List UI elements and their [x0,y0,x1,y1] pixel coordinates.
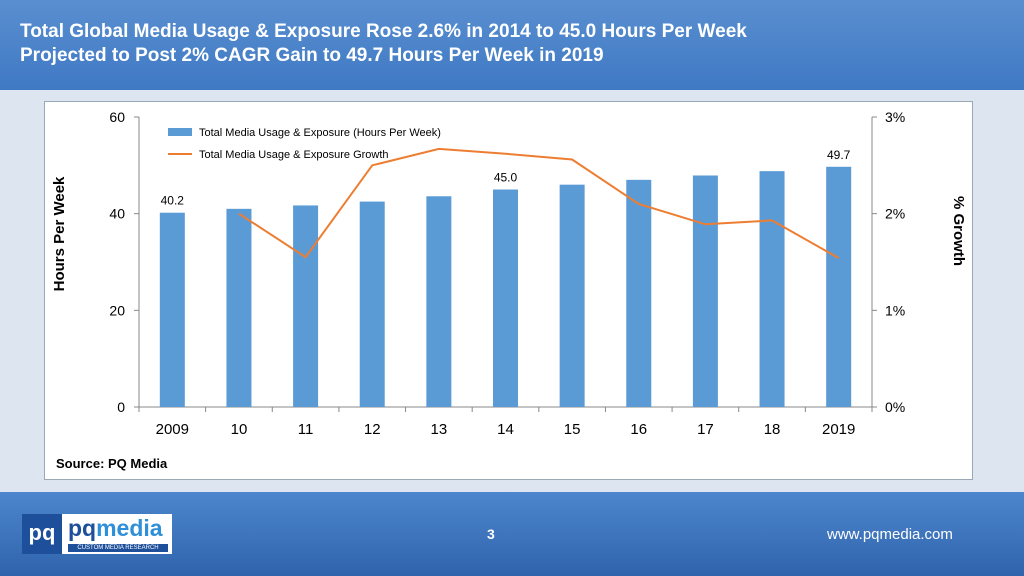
slide-title: Total Global Media Usage & Exposure Rose… [20,20,747,68]
right-tick-label: 0% [885,399,905,415]
legend-label-bars: Total Media Usage & Exposure (Hours Per … [199,127,441,139]
bar [159,212,185,407]
x-tick-label: 16 [630,421,647,438]
logo-tagline: CUSTOM MEDIA RESEARCH [68,544,168,552]
logo-mark: pq [22,514,62,554]
source-note: Source: PQ Media [56,456,168,471]
legend-label-line: Total Media Usage & Exposure Growth [199,149,389,161]
bar [493,189,518,407]
y-axis-title: Hours Per Week [51,176,68,291]
x-tick-label: 14 [497,421,514,438]
x-tick-label: 2019 [822,421,855,438]
right-tick-label: 1% [885,302,905,318]
title-bar: Total Global Media Usage & Exposure Rose… [0,0,1024,90]
right-tick-label: 3% [885,109,905,125]
bar [359,201,385,407]
x-tick-label: 17 [697,421,714,438]
left-tick-label: 0 [117,399,125,415]
bar [626,179,652,407]
x-tick-label: 12 [364,421,381,438]
page-number: 3 [487,526,495,542]
bar [293,205,319,407]
bar [759,171,785,407]
x-tick-label: 10 [231,421,248,438]
title-line-2: Projected to Post 2% CAGR Gain to 49.7 H… [20,45,604,66]
data-label: 49.7 [827,148,851,162]
x-tick-label: 18 [764,421,781,438]
left-tick-label: 40 [109,206,125,222]
data-label: 45.0 [494,171,518,185]
left-tick-label: 60 [109,109,125,125]
left-tick-label: 20 [109,302,125,318]
y2-axis-title: % Growth [950,196,967,266]
data-label: 40.2 [161,194,185,208]
bar [559,184,585,407]
x-tick-label: 13 [431,421,448,438]
legend-swatch-bars [168,128,192,136]
x-tick-label: 15 [564,421,581,438]
website-link[interactable]: www.pqmedia.com [827,526,953,543]
title-line-1: Total Global Media Usage & Exposure Rose… [20,21,747,42]
x-tick-label: 11 [298,421,314,438]
bar [826,166,852,407]
right-tick-label: 2% [885,206,905,222]
logo-wordmark: pqmedia [68,515,163,541]
x-tick-label: 2009 [156,421,189,438]
bar [692,175,718,407]
pqmedia-logo: pq pqmedia CUSTOM MEDIA RESEARCH [22,514,172,554]
bar [426,196,452,407]
growth-line [238,147,840,260]
bar [226,208,252,407]
